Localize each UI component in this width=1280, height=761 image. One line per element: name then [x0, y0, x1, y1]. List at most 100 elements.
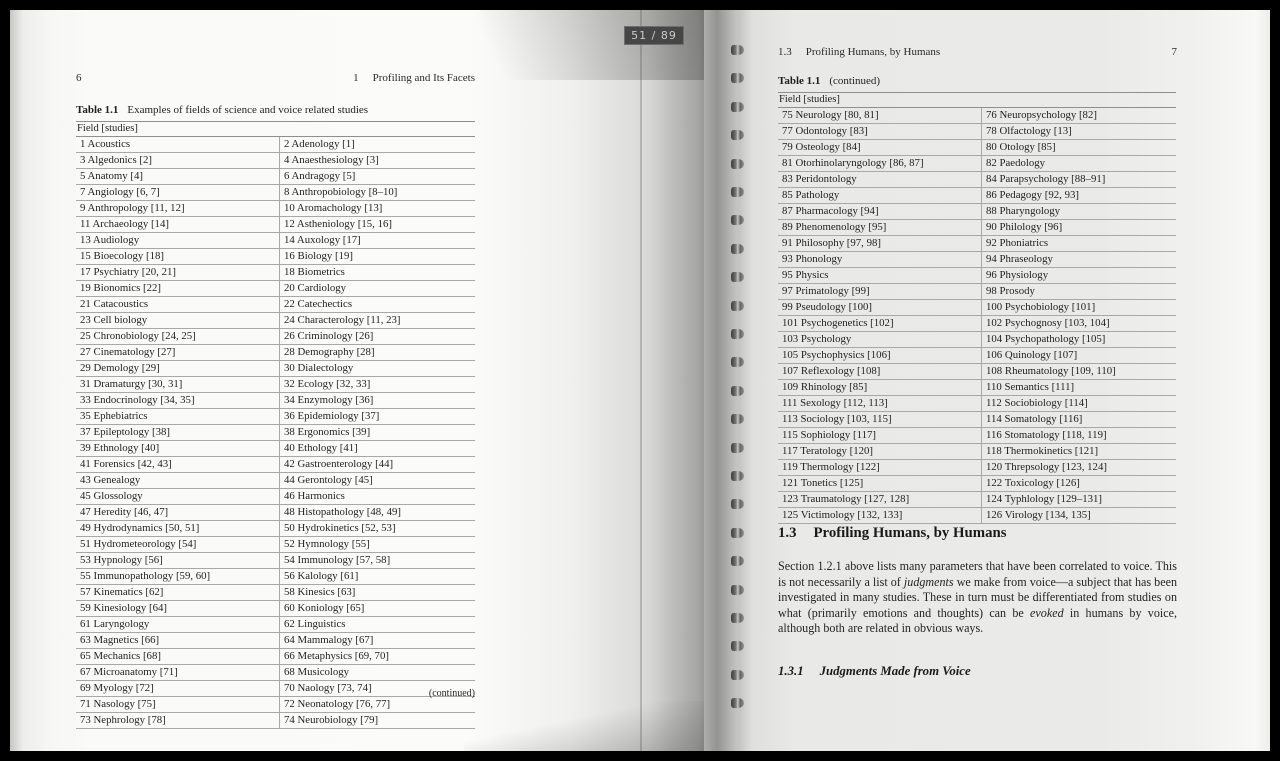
table-cell: 1 Acoustics [76, 137, 280, 152]
table-cell: 95 Physics [778, 268, 982, 283]
table-cell: 61 Laryngology [76, 617, 280, 632]
table-cell: 86 Pedagogy [92, 93] [986, 189, 1079, 201]
table-row: 55 Immunopathology [59, 60] 56 Kalology [… [76, 569, 475, 585]
table-cell: 6 Andragogy [5] [284, 170, 356, 182]
table-cell: 77 Odontology [83] [778, 124, 982, 139]
table-row: 9 Anthropology [11, 12] 10 Aromachology [… [76, 201, 475, 217]
left-running-title: 1 Profiling and Its Facets [353, 72, 475, 84]
table-cell: 104 Psychopathology [105] [986, 333, 1106, 345]
table-cell: 88 Pharyngology [986, 205, 1061, 217]
table-row: 93 Phonology 94 Phraseology [778, 252, 1176, 268]
table-row: 117 Teratology [120] 118 Thermokinetics [… [778, 444, 1176, 460]
table-cell: 96 Physiology [986, 269, 1049, 281]
table-cell: 66 Metaphysics [69, 70] [284, 650, 389, 662]
table-row: 57 Kinematics [62] 58 Kinesics [63] [76, 585, 475, 601]
table-cell: 91 Philosophy [97, 98] [778, 236, 982, 251]
table-row: 25 Chronobiology [24, 25] 26 Criminology … [76, 329, 475, 345]
table-row: 23 Cell biology 24 Characterology [11, 23… [76, 313, 475, 329]
table-cell: 18 Biometrics [284, 266, 345, 278]
table-row: 51 Hydrometeorology [54] 52 Hymnology [55… [76, 537, 475, 553]
table-cell: 68 Musicology [284, 666, 350, 678]
table-row: 85 Pathology 86 Pedagogy [92, 93] [778, 188, 1176, 204]
table-row: 105 Psychophysics [106] 106 Quinology [10… [778, 348, 1176, 364]
right-table-caption: Table 1.1 (continued) [778, 75, 880, 87]
table-cell: 69 Myology [72] [76, 681, 280, 696]
table-cell: 83 Peridontology [778, 172, 982, 187]
table-cell: 29 Demology [29] [76, 361, 280, 376]
table-column-header: Field [studies] [76, 122, 475, 137]
table-cell: 15 Bioecology [18] [76, 249, 280, 264]
table-cell: 124 Typhlology [129–131] [986, 493, 1103, 505]
table-cell: 109 Rhinology [85] [778, 380, 982, 395]
table-cell: 111 Sexology [112, 113] [778, 396, 982, 411]
table-cell: 53 Hypnology [56] [76, 553, 280, 568]
spine-shadow-top [404, 10, 704, 80]
table-cell: 62 Linguistics [284, 618, 346, 630]
table-row: 77 Odontology [83] 78 Olfactology [13] [778, 124, 1176, 140]
table-cell: 97 Primatology [99] [778, 284, 982, 299]
table-row: 49 Hydrodynamics [50, 51] 50 Hydrokinetic… [76, 521, 475, 537]
right-page-number: 7 [1171, 46, 1178, 58]
table-cell: 44 Gerontology [45] [284, 474, 373, 486]
table-cell: 75 Neurology [80, 81] [778, 108, 982, 123]
table-cell: 64 Mammalogy [67] [284, 634, 374, 646]
table-cell: 35 Ephebiatrics [76, 409, 280, 424]
table-row: 59 Kinesiology [64] 60 Koniology [65] [76, 601, 475, 617]
table-row: 113 Sociology [103, 115] 114 Somatology [… [778, 412, 1176, 428]
table-cell: 74 Neurobiology [79] [284, 714, 379, 726]
table-row: 3 Algedonics [2] 4 Anaesthesiology [3] [76, 153, 475, 169]
table-cell: 123 Traumatology [127, 128] [778, 492, 982, 507]
table-caption-text: Examples of fields of science and voice … [127, 104, 369, 116]
table-cell: 55 Immunopathology [59, 60] [76, 569, 280, 584]
table-row: 67 Microanatomy [71] 68 Musicology [76, 665, 475, 681]
table-cell: 3 Algedonics [2] [76, 153, 280, 168]
table-cell: 82 Paedology [986, 157, 1046, 169]
section-title-text: Profiling Humans, by Humans [813, 525, 1007, 541]
table-cell: 37 Epileptology [38] [76, 425, 280, 440]
table-row: 47 Heredity [46, 47] 48 Histopathology [4… [76, 505, 475, 521]
table-cell: 121 Tonetics [125] [778, 476, 982, 491]
table-cell: 8 Anthropobiology [8–10] [284, 186, 398, 198]
table-cell: 7 Angiology [6, 7] [76, 185, 280, 200]
table-cell: 59 Kinesiology [64] [76, 601, 280, 616]
table-cell: 116 Stomatology [118, 119] [986, 429, 1107, 441]
table-cell: 52 Hymnology [55] [284, 538, 370, 550]
table-cell: 78 Olfactology [13] [986, 125, 1072, 137]
table-row: 61 Laryngology 62 Linguistics [76, 617, 475, 633]
right-running-title: 1.3 Profiling Humans, by Humans [778, 46, 941, 58]
table-cell: 40 Ethology [41] [284, 442, 358, 454]
right-table: Field [studies] 75 Neurology [80, 81] 76 … [778, 92, 1176, 524]
table-row: 63 Magnetics [66] 64 Mammalogy [67] [76, 633, 475, 649]
table-cell: 45 Glossology [76, 489, 280, 504]
section-heading: 1.3 Profiling Humans, by Humans [778, 525, 1006, 542]
table-row: 31 Dramaturgy [30, 31] 32 Ecology [32, 33… [76, 377, 475, 393]
table-cell: 20 Cardiology [284, 282, 347, 294]
table-cell: 73 Nephrology [78] [76, 713, 280, 728]
table-cell: 13 Audiology [76, 233, 280, 248]
right-table-body: 75 Neurology [80, 81] 76 Neuropsychology … [778, 108, 1176, 524]
table-cell: 90 Philology [96] [986, 221, 1063, 233]
table-row: 35 Ephebiatrics 36 Epidemiology [37] [76, 409, 475, 425]
table-cell: 46 Harmonics [284, 490, 345, 502]
table-cell: 16 Biology [19] [284, 250, 353, 262]
left-table: Field [studies] 1 Acoustics 2 Adenology [… [76, 121, 475, 729]
left-table-caption: Table 1.1 Examples of fields of science a… [76, 104, 368, 116]
table-cell: 27 Cinematology [27] [76, 345, 280, 360]
table-caption-label: Table 1.1 [778, 75, 821, 87]
table-cell: 41 Forensics [42, 43] [76, 457, 280, 472]
table-row: 17 Psychiatry [20, 21] 18 Biometrics [76, 265, 475, 281]
table-cell: 126 Virology [134, 135] [986, 509, 1091, 521]
table-cell: 80 Otology [85] [986, 141, 1056, 153]
book-scan-photo: 6 1 Profiling and Its Facets Table 1.1 Exa… [10, 10, 1270, 751]
table-row: 27 Cinematology [27] 28 Demography [28] [76, 345, 475, 361]
table-cell: 84 Parapsychology [88–91] [986, 173, 1106, 185]
table-cell: 9 Anthropology [11, 12] [76, 201, 280, 216]
table-row: 95 Physics 96 Physiology [778, 268, 1176, 284]
table-cell: 43 Genealogy [76, 473, 280, 488]
table-cell: 56 Kalology [61] [284, 570, 359, 582]
table-cell: 85 Pathology [778, 188, 982, 203]
table-row: 79 Osteology [84] 80 Otology [85] [778, 140, 1176, 156]
table-cell: 48 Histopathology [48, 49] [284, 506, 401, 518]
table-cell: 122 Toxicology [126] [986, 477, 1080, 489]
table-cell: 54 Immunology [57, 58] [284, 554, 391, 566]
